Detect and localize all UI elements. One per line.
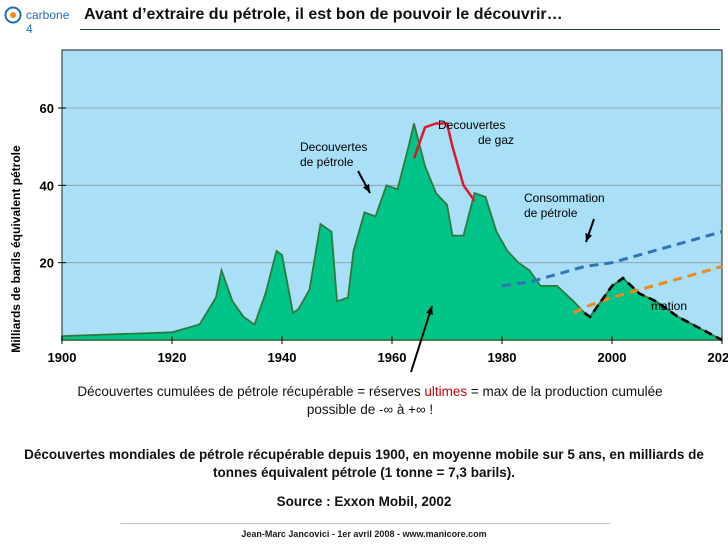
annotation-arrows	[357, 170, 595, 373]
footer-text: Jean-Marc Jancovici - 1er avril 2008 - w…	[241, 529, 487, 539]
y-axis-label: Milliards de barils équivalent pétrole	[9, 145, 23, 353]
annotation-label: mation	[651, 299, 687, 313]
x-tick-label: 1980	[488, 350, 517, 365]
footer-divider	[120, 523, 610, 524]
slide-header: carbone 4 Avant d’extraire du pétrole, i…	[0, 0, 728, 36]
series-oil-consumption-line	[501, 230, 723, 288]
slide-title: Avant d’extraire du pétrole, il est bon …	[84, 6, 563, 23]
arrow-oil-discoveries-head	[362, 184, 370, 193]
y-tick-label: 20	[40, 256, 54, 271]
annotations: Decouvertes de pétrole Decouvertes de gaz Co…	[300, 118, 687, 313]
x-tick-label: 1960	[378, 350, 407, 365]
caption-description: Découvertes mondiales de pétrole récupér…	[24, 447, 704, 480]
x-tick-label: 1940	[268, 350, 297, 365]
annotation-label: Consommation de pétrole	[524, 191, 605, 220]
arrow-caption-pointer-head	[426, 306, 433, 315]
carbone4-logo-icon	[4, 6, 22, 24]
y-tick-label: 40	[40, 178, 54, 193]
x-tick-label: 2000	[598, 350, 627, 365]
caption1-text-b: = max de la production cumulée possible …	[306, 384, 663, 417]
oil-discovery-projection	[583, 276, 723, 342]
arrow-caption-pointer	[410, 305, 433, 373]
caption1-ultimes: ultimes	[424, 384, 468, 399]
caption-ultimate-reserves: Découvertes cumulées de pétrole récupéra…	[60, 383, 680, 419]
annotation-label: Decouvertes de pétrole	[300, 140, 367, 169]
x-tick-labels: 1900 1920 1940 1960 1980 2000 2020	[48, 336, 728, 365]
x-tick-label: 1900	[48, 350, 77, 365]
caption1-text-a: Découvertes cumulées de pétrole récupéra…	[77, 384, 425, 399]
carbone4-logo: carbone 4	[4, 4, 74, 36]
series-layer	[61, 122, 723, 342]
footer	[0, 520, 728, 546]
logo-text: carbone 4	[26, 8, 70, 36]
x-tick-label: 1920	[158, 350, 187, 365]
y-tick-label: 60	[40, 101, 54, 116]
annotation-label: Decouvertes de gaz	[438, 118, 514, 147]
series-orange-line	[572, 265, 723, 315]
caption-source: Source : Exxon Mobil, 2002	[276, 494, 452, 509]
title-divider	[80, 29, 720, 30]
arrow-consumption-head	[585, 233, 593, 242]
series-gas-discoveries-line	[412, 122, 476, 202]
x-tick-label: 2020	[708, 350, 728, 365]
y-tick-labels: 20 40 60	[40, 101, 66, 271]
